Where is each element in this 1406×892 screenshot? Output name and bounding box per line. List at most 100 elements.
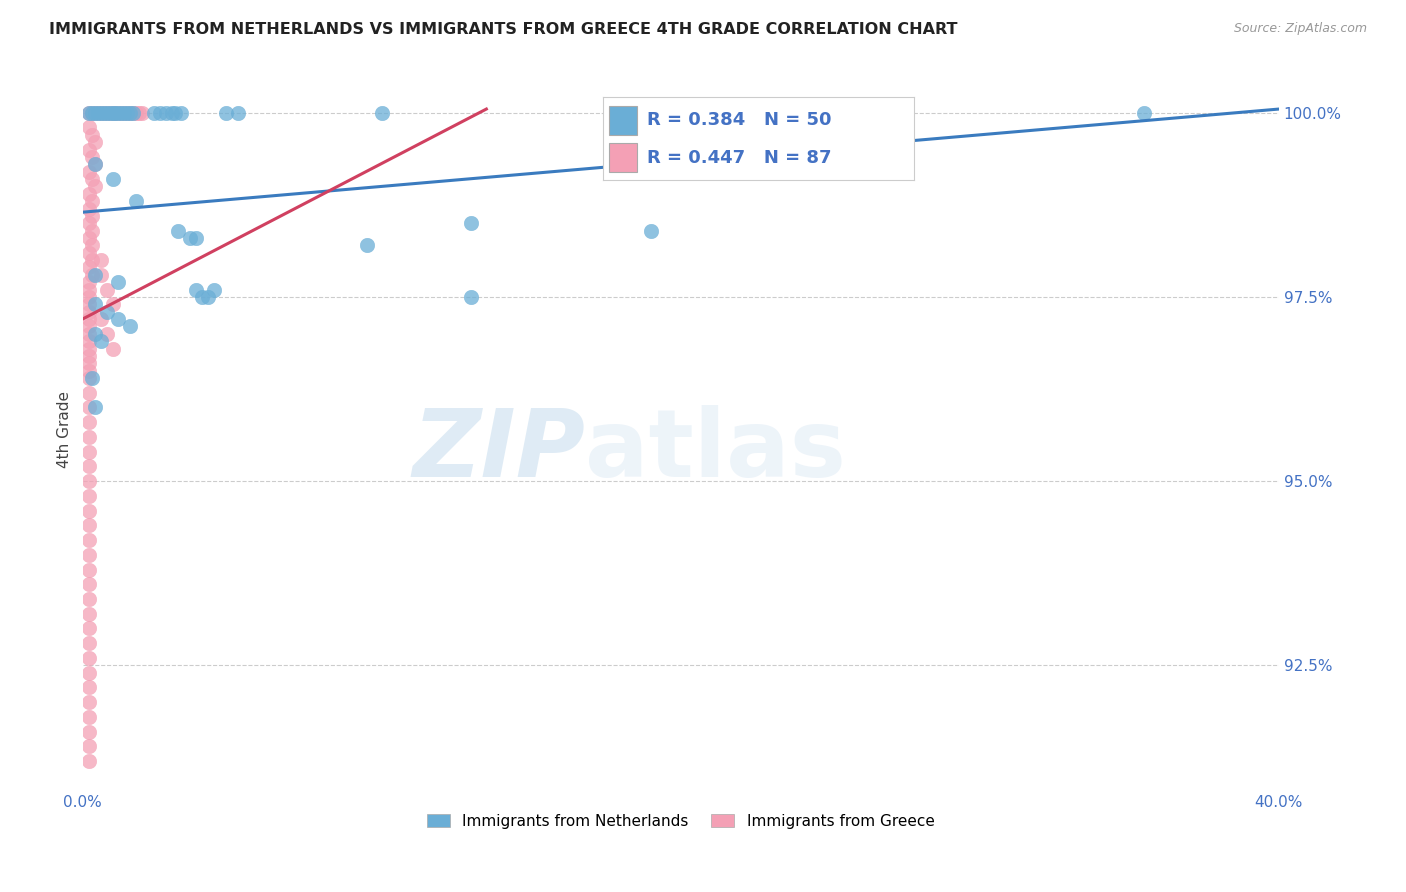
Point (77, 385, 100, 400)
Point (114, 105, 136, 120)
Point (77, 401, 100, 415)
Point (640, 224, 662, 238)
Point (80, 209, 103, 223)
Text: atlas: atlas (585, 405, 846, 497)
Point (77, 739, 100, 754)
Point (77, 754, 100, 768)
Point (370, 105, 392, 120)
Point (107, 312, 129, 326)
Point (96, 326, 118, 341)
Point (77, 290, 100, 304)
Point (80, 172, 103, 186)
Point (77, 371, 100, 385)
Point (77, 474, 100, 488)
Text: IMMIGRANTS FROM NETHERLANDS VS IMMIGRANTS FROM GREECE 4TH GRADE CORRELATION CHAR: IMMIGRANTS FROM NETHERLANDS VS IMMIGRANT… (49, 22, 957, 37)
Point (90, 334, 112, 348)
Point (90, 268, 112, 282)
Point (125, 194, 148, 208)
Point (77, 275, 100, 289)
Point (77, 665, 100, 680)
Point (77, 319, 100, 334)
Point (77, 503, 100, 517)
Point (179, 231, 201, 245)
Point (122, 105, 145, 120)
Point (77, 245, 100, 260)
Point (80, 128, 103, 142)
Point (101, 105, 124, 120)
Point (77, 297, 100, 311)
Point (96, 105, 118, 120)
Point (86, 105, 108, 120)
Point (77, 710, 100, 724)
Point (77, 695, 100, 709)
Point (77, 724, 100, 739)
Point (83, 326, 105, 341)
Point (167, 224, 190, 238)
Point (131, 105, 153, 120)
Point (83, 105, 105, 120)
Point (460, 290, 482, 304)
Point (77, 636, 100, 650)
Point (155, 105, 177, 120)
Point (77, 105, 100, 120)
Point (77, 260, 100, 275)
Point (128, 105, 150, 120)
Point (215, 105, 238, 120)
Point (186, 231, 208, 245)
Point (77, 143, 100, 157)
Point (77, 186, 100, 201)
Point (104, 105, 127, 120)
Point (83, 135, 105, 149)
Point (107, 275, 129, 289)
Point (197, 290, 219, 304)
Point (77, 231, 100, 245)
Point (191, 290, 214, 304)
Point (162, 105, 184, 120)
Point (80, 194, 103, 208)
Point (107, 105, 129, 120)
Point (77, 105, 100, 120)
Point (125, 105, 148, 120)
Text: ZIP: ZIP (412, 405, 585, 497)
Point (77, 120, 100, 135)
Point (77, 518, 100, 533)
Point (77, 304, 100, 318)
Point (90, 253, 112, 268)
Point (77, 356, 100, 370)
Point (77, 592, 100, 607)
Point (77, 283, 100, 297)
Point (77, 334, 100, 348)
Text: Source: ZipAtlas.com: Source: ZipAtlas.com (1233, 22, 1367, 36)
Point (101, 105, 124, 120)
Point (77, 326, 100, 341)
Point (120, 105, 142, 120)
Point (114, 105, 136, 120)
Point (83, 268, 105, 282)
Point (83, 105, 105, 120)
Point (77, 489, 100, 503)
Point (356, 238, 378, 252)
Point (93, 105, 115, 120)
Point (83, 297, 105, 311)
Point (143, 105, 166, 120)
Point (170, 105, 193, 120)
Point (90, 105, 112, 120)
Point (77, 681, 100, 695)
Point (77, 563, 100, 577)
Point (77, 577, 100, 591)
Point (83, 157, 105, 171)
Point (80, 238, 103, 252)
Point (104, 105, 127, 120)
Point (77, 312, 100, 326)
Point (101, 297, 124, 311)
Point (93, 105, 115, 120)
Point (83, 401, 105, 415)
Point (120, 319, 142, 334)
Point (101, 172, 124, 186)
Point (96, 304, 118, 318)
Point (80, 105, 103, 120)
Point (77, 415, 100, 429)
Point (77, 533, 100, 547)
Point (77, 444, 100, 458)
Point (117, 105, 139, 120)
